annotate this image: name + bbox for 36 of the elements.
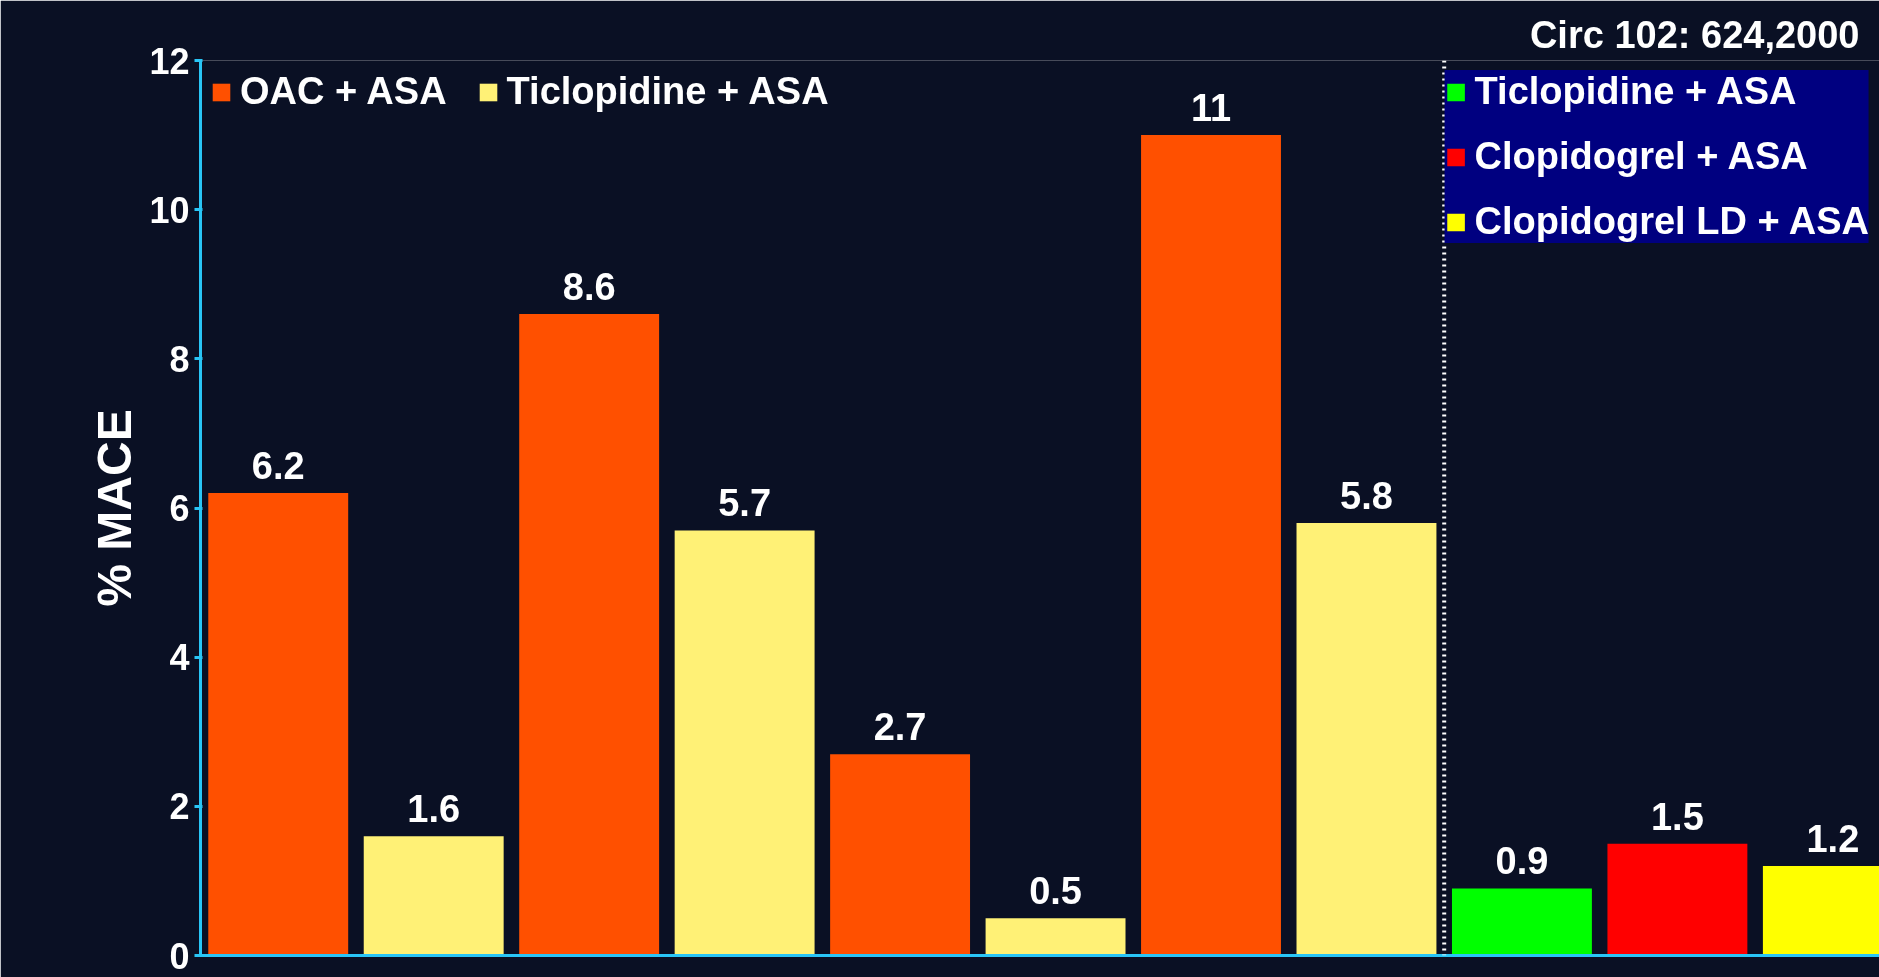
bar xyxy=(985,918,1126,956)
legend-label: Ticlopidine + ASA xyxy=(506,70,829,113)
y-axis-title: % MACE xyxy=(88,409,142,607)
bar xyxy=(674,530,815,956)
legend-label: Clopidogrel LD + ASA xyxy=(1474,200,1869,243)
bar xyxy=(1762,866,1879,956)
bar xyxy=(1451,888,1592,956)
legend-label: Clopidogrel + ASA xyxy=(1474,135,1808,178)
data-label: 2.7 xyxy=(873,706,927,749)
bar xyxy=(519,314,660,956)
y-tick-label: 10 xyxy=(149,189,190,231)
legend-label: OAC + ASA xyxy=(240,70,447,113)
data-label: 0.5 xyxy=(1029,870,1082,913)
data-label: 1.5 xyxy=(1650,795,1704,838)
y-tick-label: 4 xyxy=(169,637,190,679)
bar xyxy=(208,493,349,956)
data-label: 11 xyxy=(1190,87,1232,130)
text: Circ 102: 624,2000 xyxy=(1529,13,1860,56)
data-label: 1.2 xyxy=(1806,818,1860,860)
data-label: 6.2 xyxy=(251,445,305,488)
y-tick-label: 2 xyxy=(169,786,190,828)
data-label: 0.9 xyxy=(1495,840,1549,883)
bar xyxy=(1607,843,1748,956)
data-label: 5.8 xyxy=(1340,474,1393,517)
bar xyxy=(363,836,504,956)
bar xyxy=(1296,522,1437,956)
bar xyxy=(1141,135,1281,956)
legend-label: Ticlopidine + ASA xyxy=(1474,70,1797,113)
data-label: 1.6 xyxy=(407,788,461,831)
bar xyxy=(830,754,971,956)
y-tick-label: 0 xyxy=(169,935,190,977)
y-tick-label: 12 xyxy=(149,40,190,82)
data-label: 5.7 xyxy=(718,482,772,525)
y-tick-label: 8 xyxy=(169,338,190,380)
data-label: 8.6 xyxy=(562,266,616,309)
y-tick-label: 6 xyxy=(169,488,190,529)
